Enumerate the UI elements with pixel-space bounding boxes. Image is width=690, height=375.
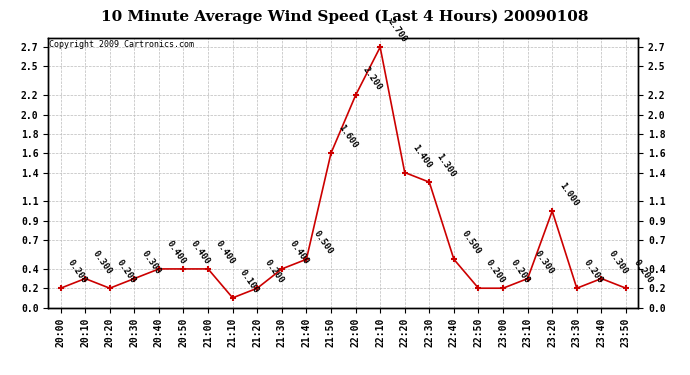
Text: 10 Minute Average Wind Speed (Last 4 Hours) 20090108: 10 Minute Average Wind Speed (Last 4 Hou… — [101, 9, 589, 24]
Text: 0.200: 0.200 — [115, 258, 138, 285]
Text: 0.500: 0.500 — [312, 230, 335, 256]
Text: 0.200: 0.200 — [263, 258, 286, 285]
Text: 0.400: 0.400 — [214, 239, 237, 266]
Text: 0.300: 0.300 — [90, 249, 114, 276]
Text: 0.400: 0.400 — [287, 239, 310, 266]
Text: 0.400: 0.400 — [164, 239, 187, 266]
Text: 1.400: 1.400 — [411, 142, 433, 170]
Text: 2.700: 2.700 — [386, 17, 408, 44]
Text: 2.200: 2.200 — [361, 65, 384, 93]
Text: 0.200: 0.200 — [582, 258, 605, 285]
Text: 0.100: 0.100 — [238, 268, 261, 295]
Text: Copyright 2009 Cartronics.com: Copyright 2009 Cartronics.com — [50, 40, 195, 49]
Text: 0.200: 0.200 — [66, 258, 89, 285]
Text: 0.200: 0.200 — [509, 258, 531, 285]
Text: 0.300: 0.300 — [140, 249, 163, 276]
Text: 0.200: 0.200 — [484, 258, 507, 285]
Text: 0.400: 0.400 — [189, 239, 212, 266]
Text: 0.300: 0.300 — [533, 249, 556, 276]
Text: 1.600: 1.600 — [337, 123, 359, 150]
Text: 1.000: 1.000 — [558, 181, 580, 208]
Text: 1.300: 1.300 — [435, 152, 457, 179]
Text: 0.300: 0.300 — [607, 249, 630, 276]
Text: 0.200: 0.200 — [631, 258, 654, 285]
Text: 0.500: 0.500 — [460, 230, 482, 256]
